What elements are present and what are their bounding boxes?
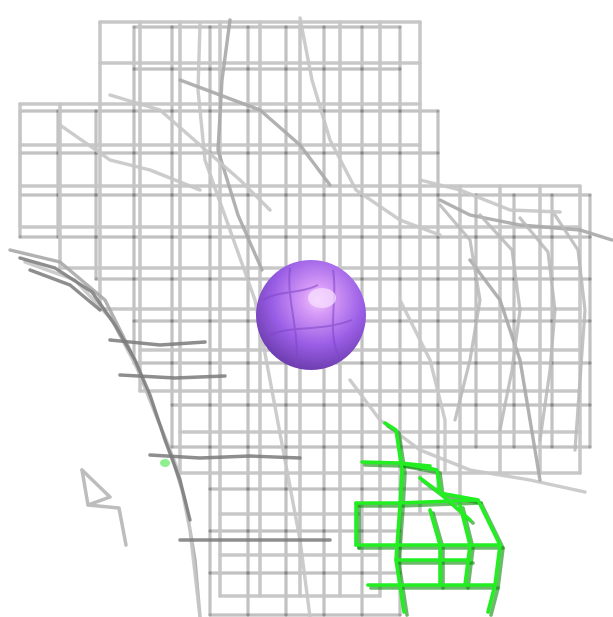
green-density-mesh — [354, 421, 505, 617]
small-green-blob — [160, 459, 170, 467]
gray-density-mesh — [8, 16, 613, 617]
metal-ion-sphere[interactable] — [256, 260, 366, 370]
gray-mesh-front-struts — [18, 203, 587, 542]
small-gray-mesh-fragment — [80, 468, 128, 547]
